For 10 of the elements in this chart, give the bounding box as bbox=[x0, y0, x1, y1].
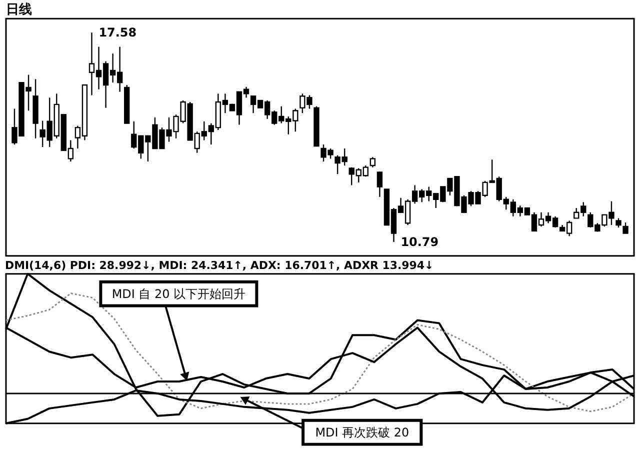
candlestick bbox=[622, 222, 628, 234]
candlestick bbox=[376, 171, 383, 198]
text: MDI 再次跌破 20 bbox=[315, 425, 410, 440]
annotation: MDI 自 20 以下开始回升 bbox=[112, 286, 246, 301]
chart-title: 日线 bbox=[6, 2, 32, 18]
chart-title: DMI(14,6) PDI: 28.992↓, MDI: 24.341↑, ADX: 16.701↑, ADXR 13.994↓ bbox=[4, 258, 434, 272]
candlestick bbox=[616, 218, 622, 228]
annotation: 10.79 bbox=[400, 234, 439, 249]
candlestick bbox=[370, 156, 376, 168]
annotation: 17.58 bbox=[98, 26, 137, 40]
